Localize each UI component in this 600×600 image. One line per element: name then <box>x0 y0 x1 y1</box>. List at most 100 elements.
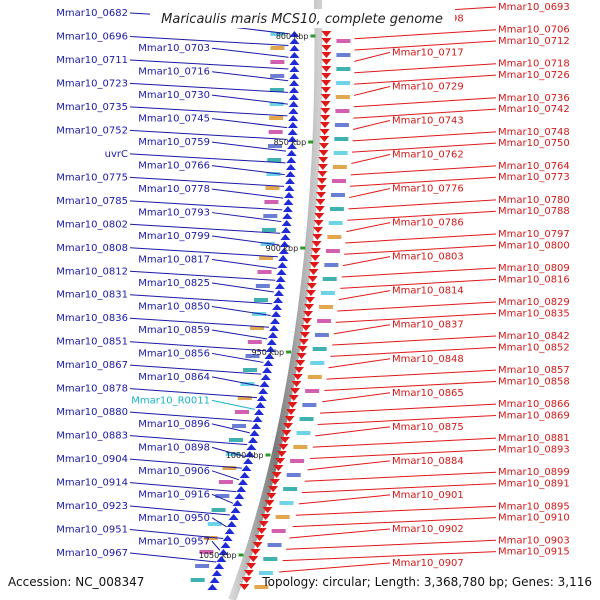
annotation-bar <box>328 221 343 225</box>
reverse-gene-mark <box>290 388 301 394</box>
genome-title: Maricaulis maris MCS10, complete genome <box>161 12 443 27</box>
reverse-gene-mark <box>321 52 332 58</box>
reverse-gene-mark <box>310 248 321 254</box>
leader-line <box>354 51 391 62</box>
reverse-gene-mark <box>321 66 332 72</box>
leader-line <box>211 540 221 551</box>
gene-label: Mmar10_0907 <box>392 558 464 569</box>
forward-gene-mark <box>262 367 273 373</box>
reverse-gene-mark <box>313 220 324 226</box>
leader-line <box>129 82 289 93</box>
gene-label: Mmar10_0817 <box>138 255 210 266</box>
gene-label: Mmar10_0752 <box>56 125 128 136</box>
leader-line <box>322 392 391 403</box>
annotation-bar <box>234 410 249 414</box>
gene-label: Mmar10_0899 <box>498 467 570 478</box>
annotation-bar <box>207 522 222 526</box>
leader-line <box>352 131 497 142</box>
gene-label: Mmar10_0736 <box>498 93 570 104</box>
forward-gene-mark <box>241 465 252 471</box>
annotation-bar <box>255 284 270 288</box>
leader-line <box>340 278 497 289</box>
gene-label: Mmar10_0743 <box>392 115 464 126</box>
reverse-gene-mark <box>312 234 323 240</box>
forward-gene-mark <box>285 171 296 177</box>
forward-gene-mark <box>220 542 231 548</box>
gene-label: Mmar10_0780 <box>498 195 570 206</box>
leader-line <box>347 210 497 221</box>
leader-line <box>129 59 289 70</box>
gene-label: Mmar10_0785 <box>56 196 128 207</box>
reverse-gene-mark <box>318 157 329 163</box>
gene-label: Mmar10_0850 <box>138 301 210 312</box>
kbp-tick-label: 1050 kbp <box>199 551 237 560</box>
gene-label: Mmar10_0775 <box>56 172 128 183</box>
gene-label: Mmar10_0778 <box>138 184 210 195</box>
annotation-bar <box>269 102 284 106</box>
leader-line <box>351 142 497 153</box>
leader-line <box>129 153 286 164</box>
leader-line <box>129 176 285 187</box>
gene-label: Mmar10_0776 <box>392 184 464 195</box>
forward-gene-mark <box>264 353 275 359</box>
reverse-gene-mark <box>321 80 332 86</box>
annotation-bar <box>275 515 290 519</box>
gene-label: Mmar10_0914 <box>56 478 128 489</box>
forward-gene-mark <box>222 535 233 541</box>
leader-line <box>289 528 391 539</box>
gene-label: Mmar10_0878 <box>56 384 128 395</box>
gene-label: Mmar10_0859 <box>138 325 210 336</box>
annotation-bar <box>265 186 280 190</box>
forward-gene-mark <box>284 178 295 184</box>
leader-line <box>211 235 280 246</box>
annotation-bar <box>330 193 345 197</box>
gene-label: Mmar10_0950 <box>138 513 210 524</box>
forward-gene-mark <box>211 570 222 576</box>
leader-line <box>341 267 497 278</box>
gene-label: Mmar10_0904 <box>56 454 128 465</box>
leader-line <box>346 222 391 233</box>
gene-label: Mmar10_0786 <box>392 218 464 229</box>
gene-label: Mmar10_0812 <box>56 266 128 277</box>
reverse-gene-mark <box>273 465 284 471</box>
leader-line <box>211 329 268 340</box>
leader-line <box>345 233 497 244</box>
annotation-bar <box>299 417 314 421</box>
forward-gene-mark <box>282 206 293 212</box>
leader-line <box>211 188 284 199</box>
gene-label: Mmar10_0893 <box>498 445 570 456</box>
kbp-tick-label: 1000 kbp <box>226 451 264 460</box>
leader-line <box>211 282 274 293</box>
annotation-bar <box>334 123 349 127</box>
gene-label: Mmar10_0750 <box>498 138 570 149</box>
leader-line <box>330 346 497 357</box>
leader-line <box>286 539 497 550</box>
gene-label: Mmar10_0745 <box>138 114 210 125</box>
reverse-gene-mark <box>291 381 302 387</box>
leader-line <box>349 188 391 199</box>
forward-gene-mark <box>278 248 289 254</box>
reverse-gene-mark <box>279 437 290 443</box>
leader-line <box>298 494 391 505</box>
reverse-gene-mark <box>281 430 292 436</box>
leader-line <box>351 154 391 164</box>
forward-gene-mark <box>271 311 282 317</box>
leader-line <box>310 449 497 460</box>
leader-line <box>315 426 391 437</box>
annotation-bar <box>218 480 233 484</box>
reverse-gene-mark <box>294 367 305 373</box>
annotation-bar <box>258 571 273 575</box>
gene-label: Mmar10_0831 <box>56 290 128 301</box>
leader-line <box>129 552 217 563</box>
annotation-bar <box>266 172 281 176</box>
leader-line <box>211 165 285 176</box>
annotation-bar <box>257 270 272 274</box>
annotation-bar <box>254 585 269 589</box>
leader-line <box>211 141 287 152</box>
leader-line <box>211 517 227 528</box>
forward-gene-mark <box>287 122 298 128</box>
leader-line <box>333 324 391 335</box>
reverse-gene-mark <box>264 500 275 506</box>
leader-line <box>307 460 391 471</box>
forward-gene-mark <box>260 374 271 380</box>
